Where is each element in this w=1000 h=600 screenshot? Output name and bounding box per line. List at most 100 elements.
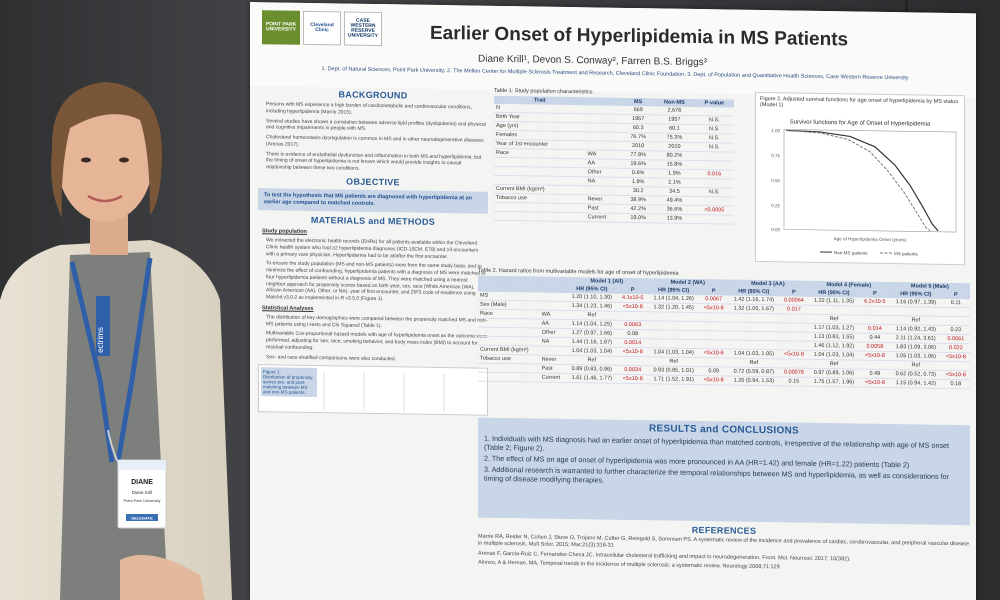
left-eye <box>81 157 91 163</box>
table-cell: 0.022 <box>941 343 970 353</box>
table-cell <box>859 306 890 316</box>
poster-header: POINT PARK UNIVERSITY Cleveland Clinic C… <box>250 2 976 98</box>
table-cell <box>779 340 808 351</box>
table-cell: 0.0061 <box>941 334 970 344</box>
ms-survival-curve <box>785 129 931 232</box>
presenter-figure: ectrims DIANE Diane Krill Point Park Uni… <box>0 82 232 600</box>
table-1: Table 1: Study population characteristic… <box>494 88 734 225</box>
table-cell <box>941 361 970 371</box>
table-cell: 0.017 <box>779 304 808 315</box>
table-1-grid: Trait MS Non-MS P-value N 669 2,676 Birth Year… <box>494 95 734 225</box>
y-tick: 0.75 <box>771 153 780 158</box>
methods-bullet: We extracted the electronic health recor… <box>266 237 479 260</box>
table-cell: 1.20 (0.94, 1.53) <box>727 376 780 386</box>
table-cell: <5x10-8 <box>617 302 648 312</box>
poster-title: Earlier Onset of Hyperlipidemia in MS Pa… <box>430 22 849 51</box>
lanyard-text: ectrims <box>96 327 105 353</box>
table-cell: 0.44 <box>859 333 890 343</box>
non-ms-survival-curve <box>785 129 939 232</box>
table-cell: 0.18 <box>941 379 970 389</box>
table-cell: <5x10-8 <box>617 347 648 357</box>
table-cell <box>859 315 890 325</box>
y-tick: 0.00 <box>771 227 780 232</box>
table-cell: Other <box>539 328 566 338</box>
background-bullet: There is evidence of endothelial dysfunc… <box>266 150 482 172</box>
table-cell: 0.0034 <box>617 365 648 375</box>
survival-plot: Survivor functions for Age of Onset of H… <box>771 119 957 257</box>
figure-1-caption: Figure 1. Distribution of propensity sco… <box>261 367 317 398</box>
table-cell: 1.75 (1.57, 1.96) <box>807 377 860 388</box>
table-cell <box>779 331 808 342</box>
figure-2-caption: Figure 2. Adjusted survival functions fo… <box>760 96 959 109</box>
table-cell <box>617 356 648 366</box>
table-cell: 19.0% <box>622 213 655 223</box>
research-poster: POINT PARK UNIVERSITY Cleveland Clinic C… <box>250 2 976 600</box>
table-cell: 0.49 <box>859 369 890 379</box>
table-cell <box>494 211 586 222</box>
table-cell: 1.71 (1.52, 1.91) <box>647 374 700 385</box>
table-cell <box>617 311 648 321</box>
stats-bullet: Sex- and race-stratified comparisons wer… <box>266 353 397 362</box>
table-cell: 0.00078 <box>779 367 808 378</box>
figure-1-description: Distribution of propensity scores pre- a… <box>263 374 313 396</box>
study-population-label: Study population <box>262 228 307 235</box>
figure-2-plot-title: Survivor functions for Age of Onset of H… <box>790 119 931 127</box>
cleveland-clinic-logo: Cleveland Clinic <box>303 10 341 46</box>
y-tick: 0.50 <box>771 178 780 183</box>
table-cell <box>941 316 970 326</box>
stats-bullet: The distribution of key demographics wer… <box>266 314 488 329</box>
table-cell: Current <box>585 212 623 223</box>
references-section: REFERENCES Marrie RA, Reider N, Cohen J,… <box>478 522 970 577</box>
table-cell: WA <box>539 310 566 320</box>
table-cell: 0.23 <box>941 325 970 335</box>
table-cell <box>941 307 970 317</box>
badge-full-name: Diane Krill <box>132 490 153 495</box>
table-cell: <5x10-8 <box>941 352 970 362</box>
table-cell <box>699 339 728 350</box>
table-cell: 0.09 <box>699 366 728 377</box>
hands <box>120 555 205 600</box>
table-cell <box>699 312 728 323</box>
badge-type: DELEGATE <box>131 516 153 521</box>
table-cell: <5x10-8 <box>859 378 890 388</box>
right-eye <box>119 157 129 163</box>
table-cell <box>779 313 808 324</box>
point-park-logo: POINT PARK UNIVERSITY <box>262 10 300 45</box>
table-cell: 0.0014 <box>617 338 648 348</box>
table-cell <box>478 372 540 383</box>
table-cell <box>699 321 728 332</box>
table-cell <box>699 330 728 341</box>
table-cell: 0.014 <box>859 324 890 334</box>
table-cell <box>779 358 808 369</box>
poster-authors: Diane Krill¹, Devon S. Conway², Farren B… <box>478 53 707 69</box>
left-column: BACKGROUND Persons with MS experience a … <box>258 84 488 417</box>
figure-1: Figure 1. Distribution of propensity sco… <box>258 364 488 417</box>
table-cell: 0.0058 <box>859 342 890 352</box>
table-cell: 0.08 <box>617 329 648 339</box>
table-cell <box>539 346 566 356</box>
table-cell: <5x10-8 <box>779 349 808 360</box>
table-cell: NA <box>539 337 566 347</box>
y-tick: 1.00 <box>771 128 780 133</box>
table-cell: 0.15 <box>779 376 808 387</box>
badge-name: DIANE <box>131 479 153 486</box>
background-bullet: Several studies have shown a correlation… <box>266 117 486 133</box>
table-cell: <5x10-8 <box>859 351 890 361</box>
legend-entry: MS patients <box>894 251 919 256</box>
objective-text: To test the hypothesis that MS patients … <box>258 187 488 214</box>
background-heading: BACKGROUND <box>338 89 408 101</box>
table-cell <box>539 301 566 311</box>
badge-clip <box>107 429 119 463</box>
results-section: RESULTS and CONCLUSIONS 1. Individuals w… <box>478 417 970 526</box>
badge-institution: Point Park University <box>123 498 160 503</box>
table-cell: 1.15 (0.94, 1.42) <box>889 378 942 389</box>
table-2: Table 2. Hazard ratios from multivariabl… <box>478 268 970 390</box>
knit-top <box>60 252 168 600</box>
institution-logos: POINT PARK UNIVERSITY Cleveland Clinic C… <box>262 10 382 47</box>
lanyard-right <box>115 257 153 463</box>
badge-type-band <box>126 514 158 521</box>
table-cell: 13.9% <box>654 213 695 224</box>
hair <box>51 82 162 218</box>
table-cell <box>699 357 728 368</box>
stats-bullet: Multivariable Cox-proportional hazard mo… <box>266 330 488 351</box>
